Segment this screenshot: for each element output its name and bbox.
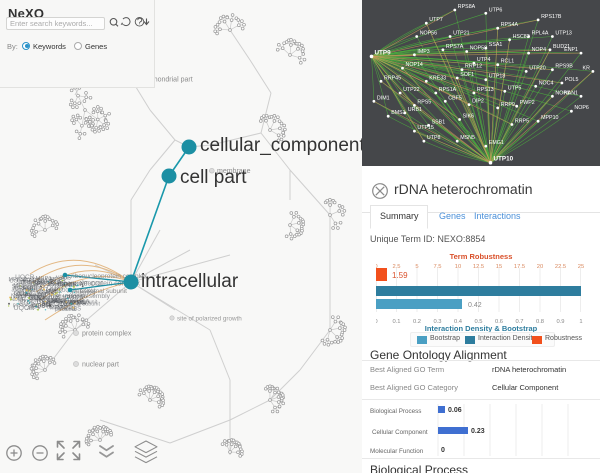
svg-text:cell part: cell part [180, 167, 247, 188]
svg-text:ribosomal subunit: ribosomal subunit [76, 288, 127, 295]
svg-text:Cellular Component: Cellular Component [372, 429, 428, 436]
svg-text:NOP14: NOP14 [406, 62, 423, 68]
svg-text:RPL4A: RPL4A [532, 31, 549, 37]
svg-text:RRP9: RRP9 [501, 102, 515, 108]
svg-text:UTP15: UTP15 [417, 125, 434, 131]
svg-text:UTP9: UTP9 [375, 49, 392, 56]
svg-text:0.42: 0.42 [468, 302, 482, 309]
svg-text:RPS8A: RPS8A [458, 4, 476, 10]
svg-text:site of polarized growth: site of polarized growth [177, 316, 242, 323]
svg-text:RRP45: RRP45 [384, 75, 401, 81]
svg-text:0.06: 0.06 [448, 407, 462, 414]
svg-text:URB1: URB1 [408, 107, 422, 113]
svg-text:UTP13: UTP13 [555, 31, 572, 37]
svg-text:UTP7: UTP7 [429, 17, 443, 23]
svg-text:HSC82: HSC82 [513, 34, 530, 40]
svg-text:IMP3: IMP3 [417, 49, 429, 55]
svg-text:EMG1: EMG1 [489, 140, 504, 146]
svg-text:SIK6: SIK6 [463, 114, 475, 120]
svg-text:RCL1: RCL1 [501, 59, 515, 65]
svg-text:MSN5: MSN5 [460, 135, 475, 141]
svg-text:RPS17B: RPS17B [541, 14, 562, 20]
svg-text:UTP6: UTP6 [489, 7, 503, 13]
svg-text:KR: KR [583, 65, 591, 71]
svg-text:RPS9B: RPS9B [555, 64, 573, 70]
svg-text:UTP18: UTP18 [489, 74, 506, 80]
svg-text:PWP2: PWP2 [520, 100, 535, 106]
svg-text:0: 0 [441, 447, 445, 454]
svg-text:Molecular Function: Molecular Function [370, 448, 424, 455]
svg-text:CBF5: CBF5 [448, 95, 462, 101]
svg-text:NOP4: NOP4 [532, 47, 546, 53]
svg-text:POL5: POL5 [565, 77, 579, 83]
svg-text:SOF1: SOF1 [460, 72, 474, 78]
svg-text:RPS1A: RPS1A [439, 87, 457, 93]
svg-text:RRP5: RRP5 [515, 119, 529, 125]
svg-text:protein complex: protein complex [82, 331, 132, 338]
svg-text:COX4: COX4 [9, 279, 26, 285]
svg-text:UTP8: UTP8 [427, 135, 441, 141]
svg-text:KRE33: KRE33 [429, 75, 446, 81]
svg-text:UTP4: UTP4 [477, 57, 491, 63]
svg-text:MPP10: MPP10 [541, 115, 558, 121]
svg-text:UTP20: UTP20 [529, 65, 546, 71]
svg-text:RPS5: RPS5 [417, 99, 431, 105]
svg-text:NAN1: NAN1 [564, 90, 578, 96]
svg-text:RPS13: RPS13 [477, 87, 494, 93]
svg-text:ENP1: ENP1 [564, 47, 578, 53]
svg-text:cellular_component: cellular_component [200, 135, 362, 156]
svg-text:RPS7A: RPS7A [446, 44, 464, 50]
svg-text:DIM1: DIM1 [377, 95, 390, 101]
svg-text:UTP10: UTP10 [494, 156, 514, 163]
svg-text:RRP12: RRP12 [465, 64, 482, 70]
svg-text:NOP6: NOP6 [574, 105, 588, 111]
svg-text:intracellular: intracellular [141, 271, 239, 292]
svg-text:NOP58: NOP58 [470, 46, 487, 52]
svg-text:SSA1: SSA1 [489, 42, 503, 48]
svg-text:NOP56: NOP56 [420, 31, 437, 37]
svg-text:BMS1: BMS1 [391, 110, 405, 116]
svg-text:UTP5: UTP5 [508, 85, 522, 91]
svg-text:NOC4: NOC4 [539, 80, 554, 86]
svg-text:RPS4A: RPS4A [501, 22, 519, 28]
svg-text:UTP22: UTP22 [403, 87, 420, 93]
svg-text:UTP21: UTP21 [453, 31, 470, 37]
svg-text:nuclear part: nuclear part [82, 362, 119, 369]
svg-text:DIP2: DIP2 [472, 99, 484, 105]
svg-text:0.23: 0.23 [471, 428, 485, 435]
svg-text:1.59: 1.59 [392, 271, 408, 280]
svg-text:Biological Process: Biological Process [370, 408, 421, 415]
